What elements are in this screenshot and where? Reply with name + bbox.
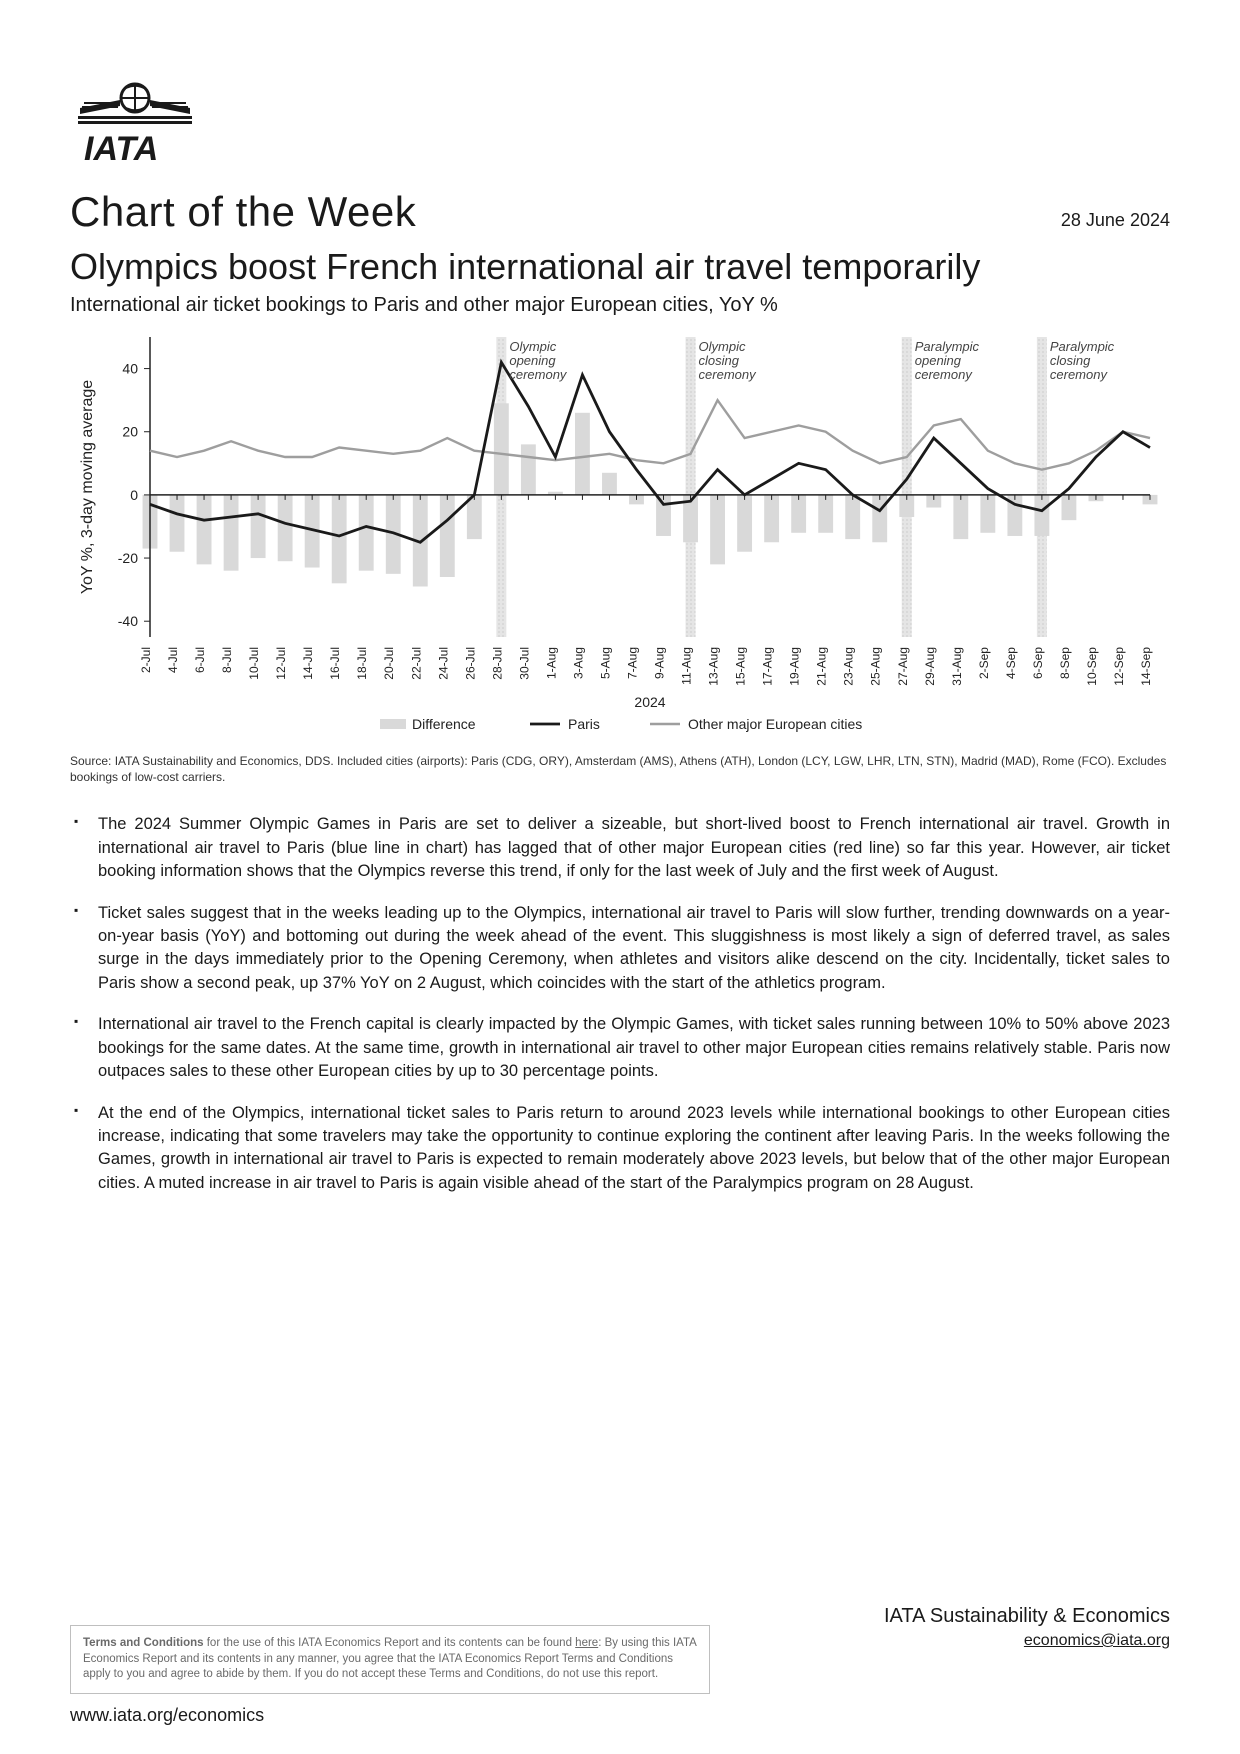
svg-text:Olympic: Olympic [509, 339, 556, 354]
svg-text:13-Aug: 13-Aug [707, 647, 721, 686]
svg-text:2024: 2024 [634, 694, 665, 710]
svg-text:18-Jul: 18-Jul [355, 647, 369, 680]
terms-text: for the use of this IATA Economics Repor… [204, 1637, 576, 1649]
bullet-list: The 2024 Summer Olympic Games in Paris a… [70, 813, 1170, 1195]
main-title: Olympics boost French international air … [70, 246, 1170, 288]
svg-text:10-Jul: 10-Jul [247, 647, 261, 680]
svg-text:ceremony: ceremony [509, 367, 568, 382]
svg-text:20-Jul: 20-Jul [382, 647, 396, 680]
svg-text:Difference: Difference [412, 716, 476, 732]
svg-text:4-Jul: 4-Jul [166, 647, 180, 673]
main-chart: -40-2002040OlympicopeningceremonyOlympic… [70, 327, 1170, 747]
svg-text:26-Jul: 26-Jul [463, 647, 477, 680]
svg-text:12-Jul: 12-Jul [274, 647, 288, 680]
iata-logo: IATA [70, 80, 1170, 170]
svg-text:10-Sep: 10-Sep [1085, 647, 1099, 686]
svg-text:Other major European cities: Other major European cities [688, 716, 862, 732]
svg-text:Paralympic: Paralympic [1050, 339, 1115, 354]
svg-text:25-Aug: 25-Aug [869, 647, 883, 686]
contact-email[interactable]: economics@iata.org [884, 1632, 1170, 1650]
svg-text:ceremony: ceremony [915, 367, 974, 382]
svg-text:2-Sep: 2-Sep [977, 647, 991, 679]
svg-text:-20: -20 [118, 550, 138, 566]
svg-text:8-Sep: 8-Sep [1058, 647, 1072, 679]
svg-text:IATA: IATA [84, 130, 158, 168]
svg-text:ceremony: ceremony [699, 367, 758, 382]
svg-text:21-Aug: 21-Aug [815, 647, 829, 686]
terms-link[interactable]: here [575, 1637, 598, 1649]
svg-text:8-Jul: 8-Jul [220, 647, 234, 673]
svg-text:Paris: Paris [568, 716, 600, 732]
department-name: IATA Sustainability & Economics [884, 1605, 1170, 1628]
svg-text:28-Jul: 28-Jul [490, 647, 504, 680]
svg-text:7-Aug: 7-Aug [625, 647, 639, 679]
svg-text:3-Aug: 3-Aug [571, 647, 585, 679]
svg-text:closing: closing [1050, 353, 1091, 368]
bullet-item: Ticket sales suggest that in the weeks l… [70, 902, 1170, 996]
svg-text:1-Aug: 1-Aug [544, 647, 558, 679]
svg-text:16-Jul: 16-Jul [328, 647, 342, 680]
bullet-item: The 2024 Summer Olympic Games in Paris a… [70, 813, 1170, 883]
svg-text:6-Jul: 6-Jul [193, 647, 207, 673]
svg-text:-40: -40 [118, 613, 138, 629]
svg-text:31-Aug: 31-Aug [950, 647, 964, 686]
svg-text:12-Sep: 12-Sep [1112, 647, 1126, 686]
svg-text:2-Jul: 2-Jul [139, 647, 153, 673]
svg-text:YoY %, 3-day moving average: YoY %, 3-day moving average [79, 380, 96, 594]
svg-text:40: 40 [122, 361, 138, 377]
svg-text:Olympic: Olympic [699, 339, 746, 354]
subtitle: International air ticket bookings to Par… [70, 294, 1170, 317]
svg-text:ceremony: ceremony [1050, 367, 1109, 382]
svg-text:11-Aug: 11-Aug [680, 647, 694, 685]
svg-text:closing: closing [699, 353, 740, 368]
svg-text:27-Aug: 27-Aug [896, 647, 910, 686]
bullet-item: At the end of the Olympics, internationa… [70, 1102, 1170, 1196]
svg-text:5-Aug: 5-Aug [598, 647, 612, 679]
terms-box: Terms and Conditions for the use of this… [70, 1625, 710, 1694]
svg-text:Paralympic: Paralympic [915, 339, 980, 354]
svg-text:opening: opening [915, 353, 962, 368]
svg-text:0: 0 [130, 487, 138, 503]
svg-text:22-Jul: 22-Jul [409, 647, 423, 680]
svg-text:14-Sep: 14-Sep [1139, 647, 1153, 686]
svg-text:4-Sep: 4-Sep [1004, 647, 1018, 679]
svg-text:14-Jul: 14-Jul [301, 647, 315, 680]
source-note: Source: IATA Sustainability and Economic… [70, 753, 1170, 785]
svg-text:9-Aug: 9-Aug [653, 647, 667, 679]
svg-text:17-Aug: 17-Aug [761, 647, 775, 686]
footer-url[interactable]: www.iata.org/economics [70, 1705, 264, 1726]
svg-text:29-Aug: 29-Aug [923, 647, 937, 686]
bullet-item: International air travel to the French c… [70, 1013, 1170, 1083]
svg-text:15-Aug: 15-Aug [734, 647, 748, 686]
terms-prefix: Terms and Conditions [83, 1637, 204, 1649]
svg-text:30-Jul: 30-Jul [517, 647, 531, 680]
svg-text:23-Aug: 23-Aug [842, 647, 856, 686]
svg-text:6-Sep: 6-Sep [1031, 647, 1045, 679]
report-date: 28 June 2024 [1061, 210, 1170, 231]
series-title: Chart of the Week [70, 188, 416, 236]
svg-text:opening: opening [509, 353, 556, 368]
svg-text:20: 20 [122, 424, 138, 440]
svg-text:24-Jul: 24-Jul [436, 647, 450, 680]
svg-text:19-Aug: 19-Aug [788, 647, 802, 686]
